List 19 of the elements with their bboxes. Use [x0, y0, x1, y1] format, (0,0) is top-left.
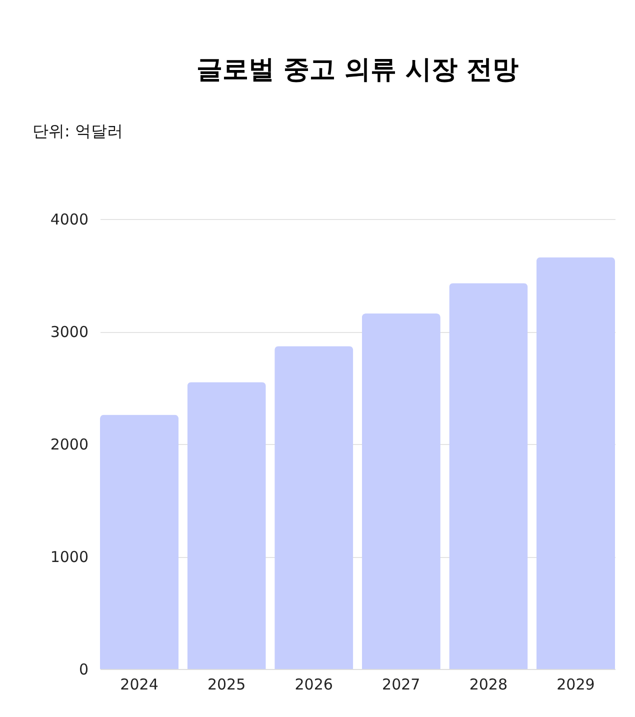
x-tick-label: 2029 [556, 676, 595, 694]
bar [100, 414, 179, 669]
y-tick-label: 4000 [50, 210, 88, 228]
y-tick-label: 3000 [50, 323, 88, 341]
x-tick-label: 2026 [294, 676, 333, 694]
x-tick-label: 2028 [469, 676, 508, 694]
bar [362, 314, 440, 669]
y-axis-title: 단위: 억달러 [32, 122, 123, 140]
chart-title: 글로벌 중고 의류 시장 전망 [196, 55, 519, 85]
bar [187, 382, 266, 669]
y-tick-label: 1000 [50, 548, 88, 566]
y-tick-label: 2000 [50, 436, 88, 454]
bar [449, 283, 528, 669]
y-tick-label: 0 [78, 660, 88, 678]
x-tick-label: 2027 [382, 676, 420, 694]
x-tick-label: 2025 [207, 676, 246, 694]
x-tick-label: 2024 [120, 676, 158, 694]
bar [274, 346, 354, 669]
bar [536, 257, 615, 669]
